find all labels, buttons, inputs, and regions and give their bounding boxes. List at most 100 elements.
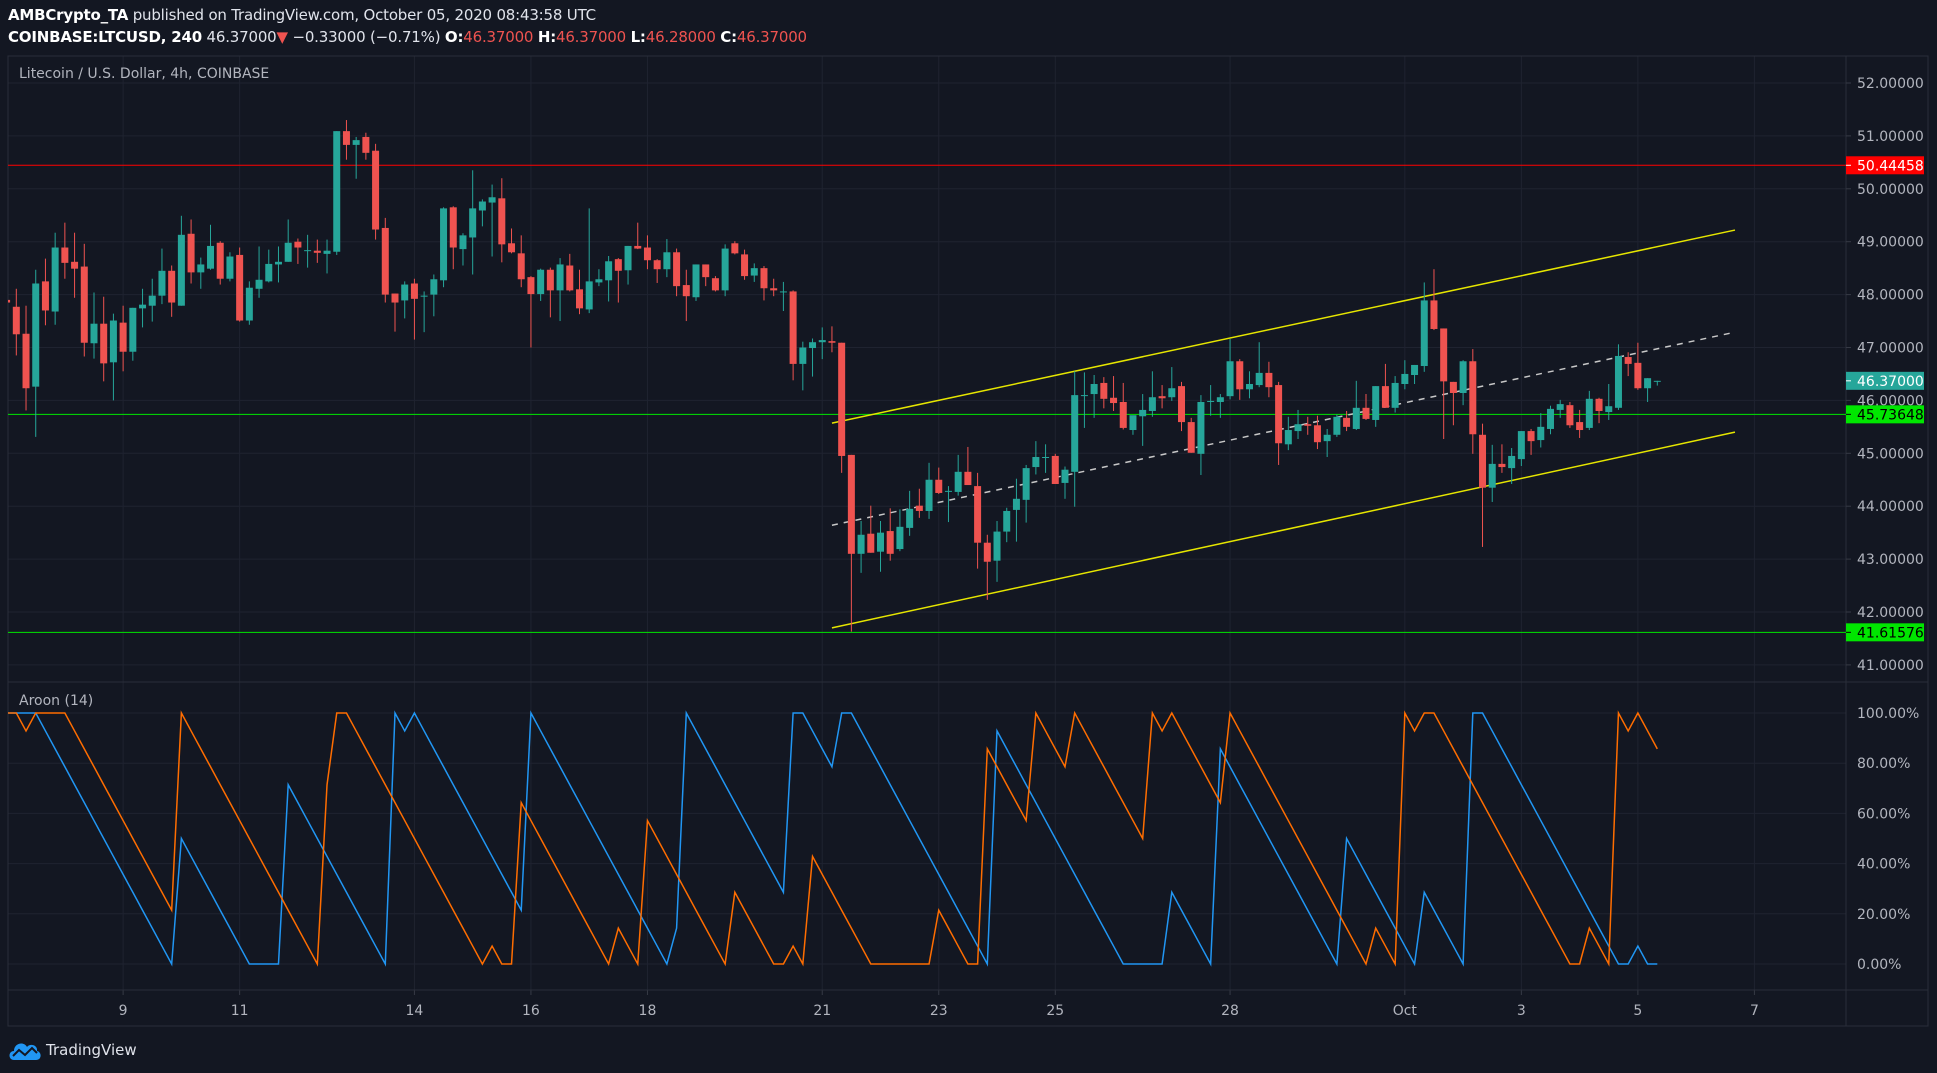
candle — [585, 208, 593, 314]
publish-text: published on TradingView.com, October 05… — [128, 6, 596, 24]
time-tick-label: 3 — [1517, 1003, 1526, 1019]
candle-body — [1158, 396, 1166, 399]
candle-body — [741, 254, 749, 277]
candle-body — [653, 260, 661, 270]
candle — [935, 467, 943, 495]
candle-body — [1061, 469, 1069, 483]
candle — [1032, 441, 1040, 475]
author-name[interactable]: AMBCrypto_TA — [8, 6, 129, 24]
candle — [1634, 342, 1642, 390]
candle-body — [362, 136, 370, 153]
candle-body — [1090, 384, 1098, 395]
candle-body — [799, 347, 807, 364]
candle — [1255, 342, 1263, 388]
candle — [1090, 375, 1098, 418]
candle — [440, 207, 448, 288]
candle-body — [692, 264, 700, 298]
candle-body — [1556, 404, 1564, 410]
candle-body — [1362, 407, 1370, 419]
symbol-info: COINBASE:LTCUSD, 240 46.37000▼ −0.33000 … — [8, 28, 807, 46]
candle-body — [90, 323, 98, 344]
candle — [867, 505, 875, 553]
candle — [100, 296, 108, 382]
candle — [1148, 371, 1156, 417]
candle-body — [265, 263, 273, 282]
candle-body — [352, 140, 360, 145]
candle — [682, 269, 690, 322]
time-tick-label: 5 — [1633, 1003, 1642, 1019]
candle — [653, 259, 661, 283]
candle-body — [71, 261, 79, 269]
candle — [362, 132, 370, 160]
candle-body — [129, 307, 137, 352]
candle — [1168, 367, 1176, 401]
candle-body — [857, 534, 865, 554]
candle — [702, 264, 710, 287]
candle — [139, 288, 147, 328]
candle-body — [187, 233, 195, 273]
candle — [1498, 444, 1506, 473]
candle — [1624, 352, 1632, 377]
candle — [605, 255, 613, 302]
candle-body — [1245, 384, 1253, 390]
candle-body — [566, 265, 574, 291]
candle-body — [886, 531, 894, 554]
candle-body — [1469, 361, 1477, 435]
candle-body — [207, 245, 215, 269]
candle — [993, 521, 1001, 582]
cloud-icon — [9, 1043, 41, 1060]
candle — [381, 217, 389, 303]
candle-body — [721, 248, 729, 291]
aroon-tick-label: 100.00% — [1857, 706, 1919, 722]
candle-body — [488, 197, 496, 203]
candle — [731, 241, 739, 255]
candle-body — [1459, 361, 1467, 393]
candle — [109, 313, 117, 401]
candle-body — [537, 269, 545, 295]
time-tick-label: 25 — [1046, 1003, 1064, 1019]
candle — [197, 257, 205, 289]
candle — [420, 291, 428, 333]
candle — [1061, 466, 1069, 499]
candle-body — [682, 285, 690, 297]
candle — [556, 258, 564, 322]
candle — [1294, 409, 1302, 440]
last-price-label: 46.37000 — [1857, 374, 1924, 390]
candle-body — [22, 333, 30, 389]
tradingview-logo[interactable]: TradingView — [8, 1039, 137, 1061]
price-tick-label: 41.00000 — [1857, 658, 1924, 674]
candle-body — [760, 268, 768, 289]
candle — [1139, 394, 1147, 446]
candle-body — [294, 241, 302, 248]
candle-body — [1080, 395, 1088, 397]
candle — [1488, 444, 1496, 502]
candle — [1566, 401, 1574, 428]
candle-body — [323, 250, 331, 254]
candle-body — [779, 291, 787, 293]
candle — [974, 472, 982, 569]
horizontal-line-label-bg — [1846, 156, 1924, 175]
candle-body — [1449, 381, 1457, 393]
candle-body — [1304, 424, 1312, 426]
candle-body — [1576, 422, 1584, 431]
series-legend[interactable]: Litecoin / U.S. Dollar, 4h, COINBASE — [19, 66, 270, 82]
candle — [207, 224, 215, 270]
symbol-label: COINBASE:LTCUSD, 240 — [8, 28, 202, 46]
candle — [333, 131, 341, 255]
open-value: 46.37000 — [463, 28, 534, 46]
horizontal-line-label-bg — [1846, 405, 1924, 424]
candle-body — [1003, 510, 1011, 532]
candle — [1352, 380, 1360, 431]
candle-body — [139, 304, 147, 309]
candle — [226, 252, 234, 282]
candle — [711, 276, 719, 292]
candle — [1469, 349, 1477, 454]
price-tick-label: 48.00000 — [1857, 288, 1924, 304]
low-label: L: — [630, 28, 646, 46]
candle — [614, 258, 622, 303]
candle-body — [100, 323, 108, 364]
price-tick-label: 45.00000 — [1857, 446, 1924, 462]
aroon-legend[interactable]: Aroon (14) — [19, 693, 94, 709]
candle — [459, 233, 467, 266]
